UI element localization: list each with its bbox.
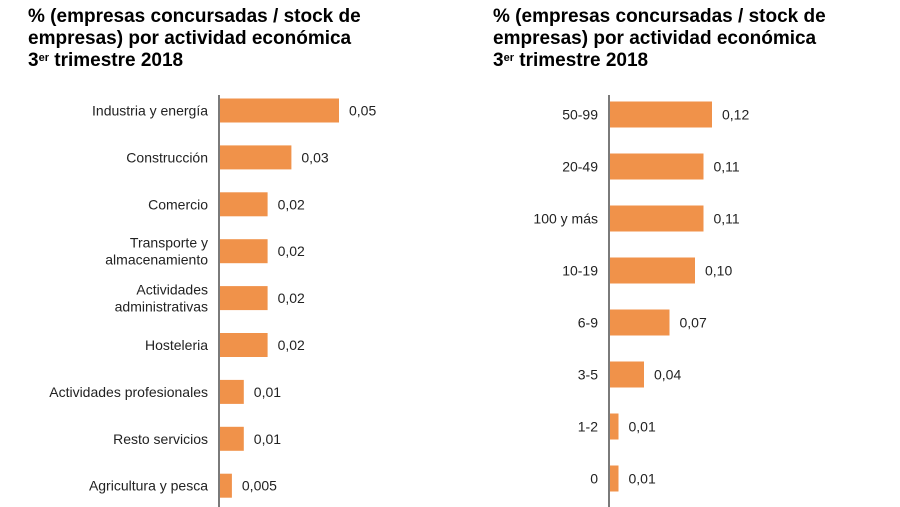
category-label: 3-5 xyxy=(578,367,598,383)
bar xyxy=(220,473,232,498)
bar xyxy=(220,239,268,264)
bar xyxy=(610,465,619,492)
title-line-2: empresas) por actividad económica xyxy=(28,28,352,49)
bar xyxy=(220,379,244,404)
bar xyxy=(220,333,268,357)
category-label: 1-2 xyxy=(578,419,598,435)
value-label: 0,02 xyxy=(278,290,305,306)
category-label: Construcción xyxy=(126,149,208,165)
category-label: Hosteleria xyxy=(145,337,208,353)
value-label: 0,03 xyxy=(301,149,328,165)
value-label: 0,11 xyxy=(714,159,740,175)
category-label: Transporte y xyxy=(130,235,208,251)
chart-title-activity: % (empresas concursadas / stock de empre… xyxy=(28,6,361,72)
title-line-3: 3er trimestre 2018 xyxy=(493,50,649,71)
bar xyxy=(610,257,695,284)
category-label: Resto servicios xyxy=(113,431,208,447)
bar xyxy=(220,426,244,451)
value-label: 0,12 xyxy=(722,107,749,123)
category-label: 6-9 xyxy=(578,315,598,331)
category-label: 20-49 xyxy=(562,159,598,175)
value-label: 0,05 xyxy=(349,103,376,119)
value-label: 0,01 xyxy=(629,419,656,435)
category-label: administrativas xyxy=(115,299,208,315)
category-label: Industria y energía xyxy=(92,103,208,119)
value-label: 0,01 xyxy=(629,471,656,487)
bar xyxy=(610,205,704,232)
value-label: 0,02 xyxy=(278,337,305,353)
category-label: 0 xyxy=(590,471,598,487)
value-label: 0,02 xyxy=(278,196,305,212)
category-label: Agricultura y pesca xyxy=(89,478,208,494)
bar xyxy=(610,309,670,336)
bar xyxy=(220,192,268,217)
value-label: 0,11 xyxy=(714,211,740,227)
value-label: 0,04 xyxy=(654,367,681,383)
chart-title-size: % (empresas concursadas / stock de empre… xyxy=(493,6,826,72)
title-line-2: empresas) por actividad económica xyxy=(493,28,817,49)
title-line-1: % (empresas concursadas / stock de xyxy=(28,6,361,27)
category-label: Actividades xyxy=(136,282,208,298)
bar xyxy=(220,286,268,311)
category-label: almacenamiento xyxy=(105,252,208,268)
bar xyxy=(220,98,339,123)
title-line-3: 3er trimestre 2018 xyxy=(28,50,184,71)
title-line-1: % (empresas concursadas / stock de xyxy=(493,6,826,27)
bar xyxy=(610,361,644,388)
category-label: 50-99 xyxy=(562,107,598,123)
bar xyxy=(610,153,704,180)
category-label: Comercio xyxy=(148,196,208,212)
value-label: 0,10 xyxy=(705,263,732,279)
value-label: 0,01 xyxy=(254,384,281,400)
category-label: 10-19 xyxy=(562,263,598,279)
bar xyxy=(610,413,619,440)
value-label: 0,07 xyxy=(680,315,707,331)
category-label: 100 y más xyxy=(533,211,598,227)
category-label: Actividades profesionales xyxy=(49,384,208,400)
value-label: 0,005 xyxy=(242,478,277,494)
value-label: 0,02 xyxy=(278,243,305,259)
value-label: 0,01 xyxy=(254,431,281,447)
bar xyxy=(610,101,712,128)
bar xyxy=(220,145,292,170)
